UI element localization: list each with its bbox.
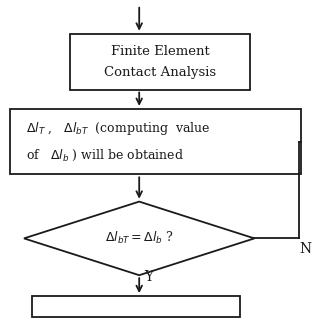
Bar bbox=[32, 296, 240, 317]
Bar bbox=[10, 109, 301, 174]
Bar bbox=[70, 34, 250, 90]
Text: Y: Y bbox=[144, 270, 153, 284]
Text: Finite Element: Finite Element bbox=[111, 44, 209, 58]
Text: of   $\Delta l_{b}$ ) will be obtained: of $\Delta l_{b}$ ) will be obtained bbox=[26, 148, 184, 163]
Text: $\Delta l_{bT} = \Delta l_{b}$ ?: $\Delta l_{bT} = \Delta l_{b}$ ? bbox=[105, 230, 173, 246]
Text: N: N bbox=[299, 242, 311, 256]
Text: $\Delta l_{T}$ ,   $\Delta l_{bT}$  (computing  value: $\Delta l_{T}$ , $\Delta l_{bT}$ (comput… bbox=[26, 120, 210, 137]
Text: Contact Analysis: Contact Analysis bbox=[104, 66, 216, 79]
Polygon shape bbox=[24, 202, 254, 275]
